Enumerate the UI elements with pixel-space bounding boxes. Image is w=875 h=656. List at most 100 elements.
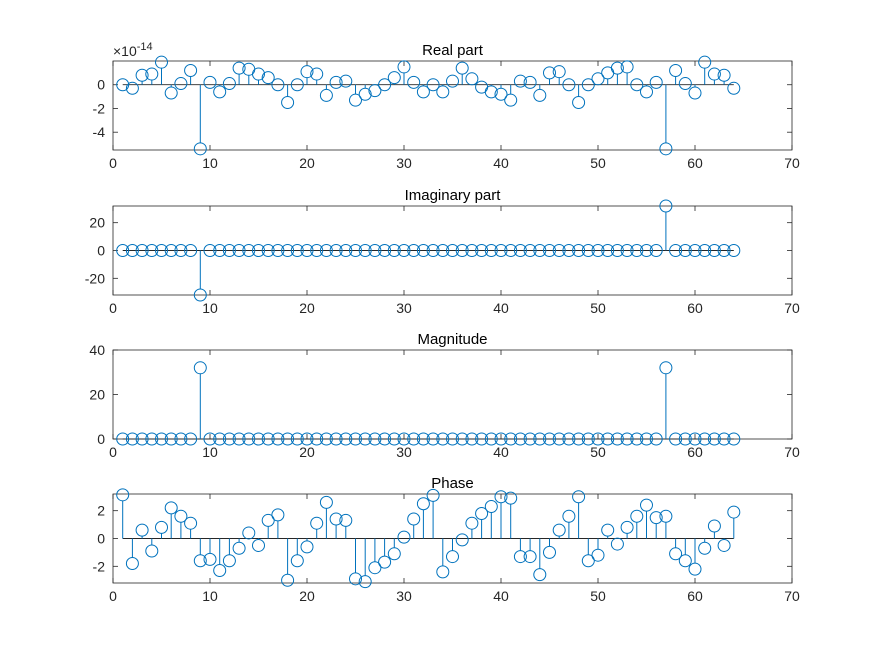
stem-marker	[494, 87, 508, 101]
stem-marker	[620, 244, 634, 257]
stem-point	[513, 244, 527, 257]
y-tick-label: -20	[85, 270, 105, 286]
stem-marker	[252, 67, 265, 81]
stem-point	[174, 432, 188, 446]
stem-point	[145, 538, 159, 558]
stem-marker	[581, 432, 595, 446]
x-tick-label: 50	[590, 444, 606, 460]
stem-point	[378, 432, 392, 446]
stem-marker	[203, 75, 217, 89]
stem-marker	[688, 86, 702, 100]
stem-point	[329, 75, 343, 89]
stem-marker	[610, 432, 624, 446]
stem-marker	[203, 552, 217, 566]
stem-point	[155, 432, 168, 446]
stem-point	[164, 244, 178, 257]
stem-point	[707, 244, 721, 257]
stem-point	[649, 432, 663, 446]
stem-marker	[475, 244, 489, 257]
stem-point	[543, 432, 556, 446]
stem-point	[562, 509, 576, 539]
stem-marker	[610, 61, 624, 75]
stem-marker	[164, 86, 178, 100]
stem-marker	[339, 244, 353, 257]
stem-marker	[310, 432, 324, 446]
stem-marker	[601, 523, 615, 537]
stem-marker	[222, 554, 236, 568]
stem-marker	[591, 548, 605, 562]
stem-point	[436, 432, 450, 446]
stem-point	[562, 432, 576, 446]
stem-marker	[242, 526, 256, 540]
stem-marker	[164, 244, 178, 257]
stem-marker	[698, 55, 712, 69]
stem-point	[222, 432, 236, 446]
stem-marker	[630, 432, 644, 446]
stem-point	[649, 511, 663, 539]
stem-marker	[504, 491, 518, 505]
stem-marker	[125, 81, 139, 95]
stem-point	[310, 516, 324, 539]
stem-point	[203, 75, 217, 89]
stem-marker	[387, 71, 401, 85]
stem-marker	[135, 523, 149, 537]
x-tick-label: 30	[396, 155, 412, 171]
stem-point	[261, 432, 275, 446]
stem-point	[610, 537, 624, 551]
stem-point	[513, 74, 527, 88]
stem-point	[591, 72, 605, 86]
stem-point	[203, 538, 217, 566]
stem-marker	[155, 244, 168, 257]
y-tick-label: -4	[93, 124, 106, 140]
stem-point	[610, 61, 624, 85]
stem-point	[475, 244, 489, 257]
stem-marker	[659, 361, 673, 375]
stem-marker	[484, 500, 498, 514]
stem-marker	[329, 244, 343, 257]
stem-point	[698, 432, 712, 446]
stem-marker	[649, 511, 663, 525]
stem-point	[387, 71, 401, 85]
stem-point	[339, 244, 353, 257]
stem-marker	[465, 244, 479, 257]
stem-point	[378, 244, 392, 257]
stem-marker	[145, 244, 159, 257]
stem-point	[640, 432, 653, 446]
stem-marker	[174, 432, 188, 446]
stem-point	[416, 432, 430, 446]
stem-point	[707, 432, 721, 446]
stem-marker	[329, 75, 343, 89]
stem-marker	[193, 288, 207, 302]
stem-point	[407, 244, 421, 257]
stem-point	[543, 244, 556, 257]
stem-point	[213, 84, 227, 99]
stem-marker	[640, 85, 653, 99]
stem-point	[416, 84, 430, 99]
x-tick-label: 40	[493, 588, 509, 604]
stem-point	[329, 432, 343, 446]
stem-marker	[552, 432, 566, 446]
y-tick-label: -2	[93, 100, 106, 116]
stem-marker	[378, 78, 392, 92]
stem-marker	[426, 488, 440, 502]
stem-point	[174, 509, 188, 539]
stem-point	[164, 432, 178, 446]
stem-marker	[475, 432, 489, 446]
stem-marker	[484, 432, 498, 446]
stem-point	[271, 244, 285, 257]
stem-marker	[533, 568, 547, 582]
stem-marker	[135, 432, 149, 446]
y-tick-label: 20	[89, 215, 105, 231]
stem-point	[610, 432, 624, 446]
stem-marker	[281, 96, 295, 110]
stem-marker	[659, 199, 673, 213]
stem-marker	[271, 432, 285, 446]
x-tick-label: 10	[202, 300, 218, 316]
stem-marker	[455, 244, 469, 257]
stem-point	[630, 509, 644, 539]
y-tick-label: 0	[97, 431, 105, 447]
stem-point	[358, 84, 372, 101]
stem-point	[349, 432, 362, 446]
stem-point	[145, 432, 159, 446]
